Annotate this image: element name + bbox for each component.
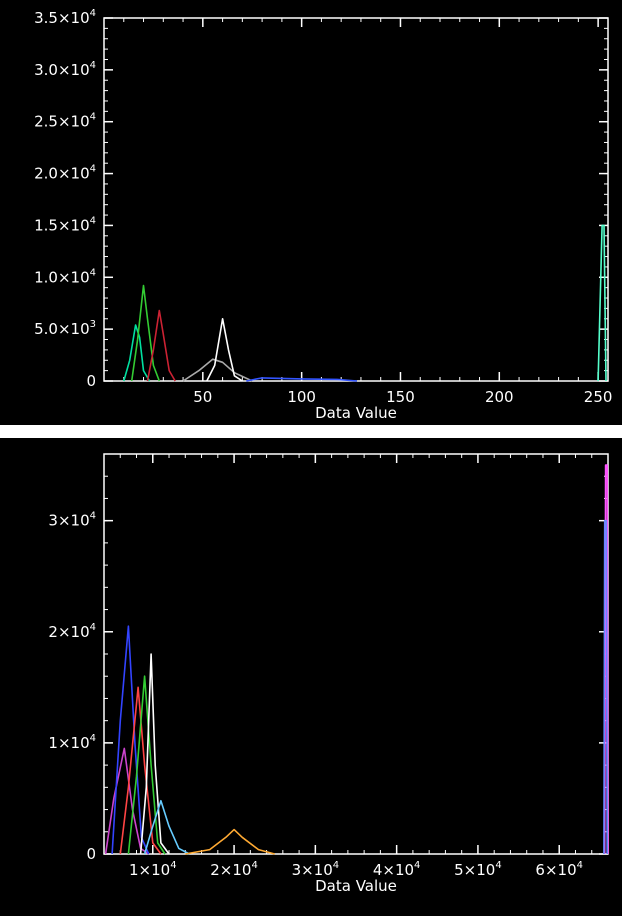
series-line-1	[123, 324, 151, 382]
x-tick-label: 4×104	[373, 860, 421, 879]
y-tick-label: 2.5×104	[34, 112, 96, 131]
y-tick-exponent: 4	[90, 215, 96, 226]
series-line-6	[246, 377, 358, 382]
series-line-1	[104, 747, 150, 855]
y-tick-exponent: 4	[90, 60, 96, 71]
x-tick-label: 250	[584, 388, 613, 406]
histogram-plot-bottom: 1×104 2×104 3×104 4×104 5×104 6×104 0 1×104 2×10…	[48, 453, 609, 895]
y-tick-label: 1.5×104	[34, 215, 96, 234]
x-tick-label: 200	[485, 388, 514, 406]
plot-frame	[103, 17, 609, 382]
plot-frame	[103, 453, 609, 855]
series-line-7	[185, 828, 275, 855]
x-tick-exponent: 4	[170, 860, 176, 871]
y-tick-exponent: 4	[90, 164, 96, 175]
x-tick-label: 3×104	[292, 860, 340, 879]
x-tick-exponent: 4	[495, 860, 501, 871]
y-tick-exponent: 4	[90, 622, 96, 633]
x-tick-label: 6×104	[535, 860, 583, 879]
series-line-7	[597, 224, 607, 382]
y-tick-exponent: 4	[90, 733, 96, 744]
y-tick-label: 0	[86, 372, 96, 390]
series-line-2	[130, 284, 161, 382]
x-tick-label: 100	[287, 388, 316, 406]
y-tick-label: 3×104	[48, 511, 96, 530]
x-tick-label: 150	[386, 388, 415, 406]
histogram-chart-bottom: 1×104 2×104 3×104 4×104 5×104 6×104 0 1×104 2×10…	[0, 438, 622, 916]
series-line-2	[111, 625, 150, 855]
y-tick-label: 2.0×104	[34, 164, 96, 183]
x-tick-exponent: 4	[333, 860, 339, 871]
series-line-5	[206, 317, 243, 382]
y-tick-label: 0	[86, 845, 96, 863]
y-tick-exponent: 4	[90, 112, 96, 123]
x-axis-title: Data Value	[315, 404, 397, 422]
histogram-plot-top: 50 100 150 200 250 0 5.0×103 1.0×104 1.5×104 2.0×…	[34, 8, 613, 422]
y-tick-label: 2×104	[48, 622, 96, 641]
series-line-9	[603, 519, 609, 855]
histogram-chart-top: 50 100 150 200 250 0 5.0×103 1.0×104 1.5×104 2.0×…	[0, 0, 622, 425]
series-line-4	[182, 358, 253, 382]
x-tick-exponent: 4	[414, 860, 420, 871]
y-tick-exponent: 4	[90, 8, 96, 19]
x-tick-exponent: 4	[251, 860, 257, 871]
y-tick-label: 3.0×104	[34, 60, 96, 79]
x-tick-exponent: 4	[577, 860, 583, 871]
x-axis-title: Data Value	[315, 877, 397, 895]
y-tick-exponent: 4	[90, 267, 96, 278]
y-tick-exponent: 4	[90, 511, 96, 522]
y-tick-label: 1.0×104	[34, 267, 96, 286]
y-tick-label: 3.5×104	[34, 8, 96, 27]
x-tick-label: 2×104	[210, 860, 258, 879]
x-tick-label: 5×104	[454, 860, 502, 879]
x-tick-label: 1×104	[129, 860, 177, 879]
series-line-6	[143, 799, 190, 855]
series-line-3	[146, 309, 176, 382]
series-line-4	[127, 675, 166, 855]
series-line-5	[139, 653, 170, 855]
y-tick-label: 5.0×103	[34, 319, 96, 338]
y-tick-label: 1×104	[48, 733, 96, 752]
x-tick-label: 50	[193, 388, 212, 406]
y-tick-exponent: 3	[90, 319, 96, 330]
